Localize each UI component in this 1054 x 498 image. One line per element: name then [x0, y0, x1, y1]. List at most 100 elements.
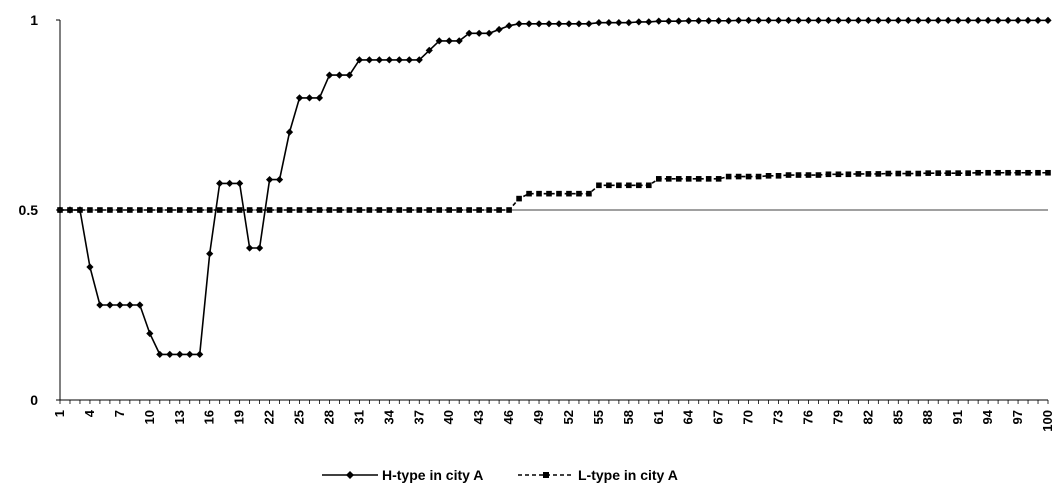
data-point	[596, 182, 602, 189]
data-point	[636, 182, 642, 189]
data-point	[226, 179, 234, 187]
data-point	[1015, 169, 1021, 176]
x-tick-label: 13	[172, 410, 187, 424]
data-point	[894, 16, 902, 24]
data-point	[116, 301, 124, 309]
data-point	[146, 329, 154, 338]
data-point	[854, 16, 862, 24]
data-point	[96, 301, 104, 309]
data-point	[137, 207, 143, 213]
data-point	[1004, 16, 1012, 24]
legend-item-1: H-type in city A	[322, 467, 483, 483]
data-point	[545, 20, 553, 28]
data-point	[286, 207, 293, 213]
data-point	[915, 170, 922, 177]
data-point	[625, 19, 633, 27]
data-point	[546, 190, 552, 197]
data-point	[556, 190, 562, 197]
data-point	[196, 350, 204, 358]
data-point	[834, 16, 843, 24]
data-point	[226, 207, 233, 213]
data-point	[326, 207, 333, 213]
data-point	[236, 207, 243, 213]
data-point	[745, 16, 753, 24]
data-point	[835, 171, 842, 178]
data-point	[236, 179, 244, 187]
data-point	[576, 190, 582, 197]
x-tick-label: 100	[1040, 410, 1054, 432]
x-tick-label: 7	[112, 410, 127, 417]
data-point	[515, 20, 523, 28]
data-point	[725, 173, 732, 180]
data-point	[435, 37, 443, 45]
data-point	[655, 17, 663, 25]
data-point	[935, 170, 942, 176]
data-point	[606, 182, 612, 189]
legend-label: H-type in city A	[382, 467, 483, 483]
data-point	[335, 71, 344, 79]
data-point	[536, 190, 542, 197]
x-tick-label: 67	[711, 410, 726, 424]
data-point	[445, 37, 453, 45]
x-tick-label: 4	[82, 409, 97, 417]
data-point	[446, 207, 453, 213]
data-point	[506, 207, 512, 213]
data-point	[914, 16, 922, 24]
data-point	[586, 190, 592, 197]
data-point	[626, 182, 632, 189]
data-point	[216, 179, 224, 187]
data-point	[1014, 16, 1022, 24]
data-point	[316, 207, 323, 213]
data-point	[785, 172, 792, 178]
data-point	[885, 170, 892, 177]
data-point	[675, 17, 683, 25]
x-tick-label: 22	[262, 410, 277, 424]
data-point	[396, 207, 403, 213]
data-point	[764, 16, 773, 24]
data-point	[126, 301, 134, 309]
data-point	[874, 16, 882, 24]
data-point	[127, 207, 133, 213]
data-point	[825, 171, 832, 178]
series-layer	[56, 16, 1052, 358]
x-tick-label: 34	[381, 409, 396, 424]
data-point	[416, 207, 423, 213]
data-point	[794, 16, 803, 24]
data-point	[505, 22, 513, 30]
data-point	[77, 207, 83, 213]
data-point	[645, 18, 653, 26]
data-point	[325, 71, 334, 79]
data-point	[495, 25, 503, 34]
data-point	[954, 16, 962, 24]
data-point	[246, 244, 254, 252]
data-point	[456, 207, 462, 213]
data-point	[496, 207, 502, 213]
data-point	[745, 173, 752, 180]
data-point	[436, 207, 443, 213]
data-point	[715, 17, 723, 25]
legend-label: L-type in city A	[578, 467, 678, 483]
data-point	[285, 128, 294, 136]
data-point	[336, 207, 343, 213]
data-point	[186, 350, 194, 358]
data-point	[256, 207, 263, 213]
data-point	[784, 16, 793, 24]
legend-marker	[346, 471, 354, 479]
x-tick-label: 49	[531, 410, 546, 424]
x-tick-label: 76	[800, 410, 815, 424]
data-point	[206, 207, 213, 213]
x-tick-label: 79	[830, 410, 845, 424]
data-point	[465, 29, 473, 37]
data-point	[476, 207, 482, 213]
x-tick-label: 25	[292, 410, 307, 424]
x-tick-label: 37	[411, 410, 426, 424]
x-tick-label: 10	[142, 410, 157, 424]
y-tick-label: 1	[30, 12, 38, 28]
data-point	[206, 250, 214, 258]
data-point	[405, 56, 413, 64]
x-tick-label: 70	[741, 410, 756, 424]
x-tick-label: 94	[980, 409, 995, 424]
data-point	[755, 173, 762, 180]
data-point	[555, 20, 563, 28]
